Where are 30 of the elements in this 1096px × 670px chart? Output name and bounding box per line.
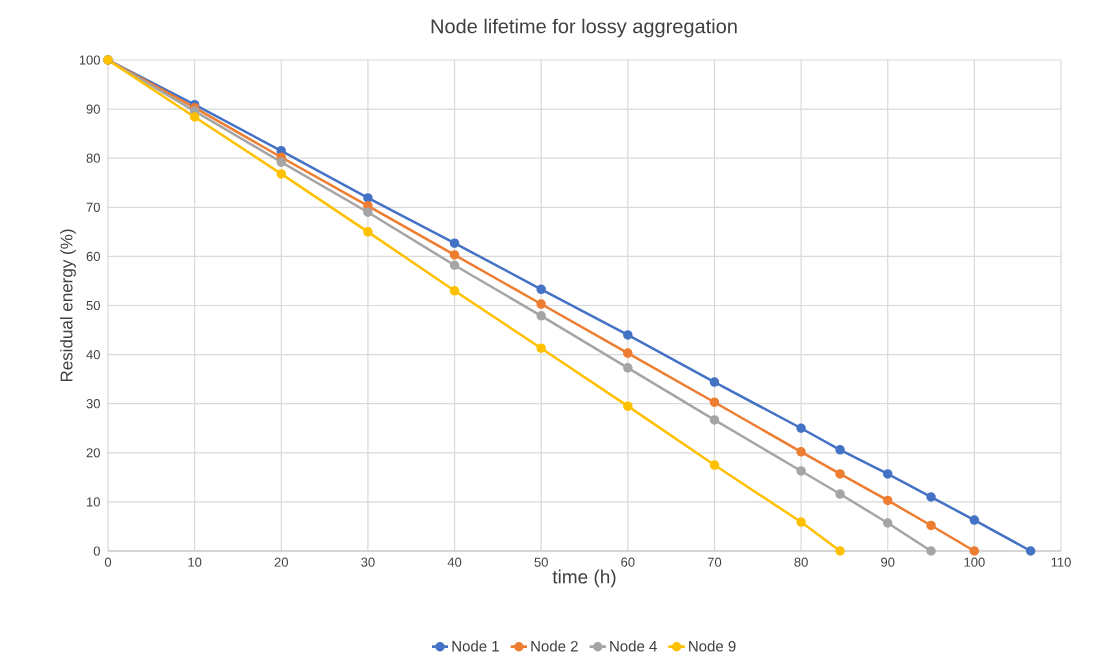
legend-label: Node 1 bbox=[452, 640, 499, 652]
y-tick-label: 10 bbox=[87, 497, 100, 507]
y-tick-label: 70 bbox=[86, 202, 100, 212]
y-tick-label: 50 bbox=[86, 300, 100, 311]
y-tick-label: 60 bbox=[86, 251, 100, 261]
x-tick-label: 80 bbox=[794, 557, 808, 567]
x-tick-label: 20 bbox=[274, 557, 288, 567]
legend-label: Node 9 bbox=[689, 640, 736, 652]
x-tick-label: 90 bbox=[881, 557, 895, 567]
y-tick-label: 40 bbox=[86, 349, 100, 360]
y-tick-label: 0 bbox=[93, 546, 100, 556]
x-tick-label: 40 bbox=[447, 557, 462, 567]
y-tick-label: 20 bbox=[86, 448, 100, 458]
x-tick-label: 100 bbox=[964, 557, 985, 567]
legend-label: Node 2 bbox=[531, 640, 578, 652]
x-tick-label: 30 bbox=[361, 557, 375, 567]
x-tick-label: 70 bbox=[707, 557, 722, 567]
y-tick-label: 90 bbox=[86, 104, 100, 114]
y-axis-title: Residual energy (%) bbox=[60, 229, 76, 382]
x-tick-label: 50 bbox=[534, 557, 548, 567]
x-tick-label: 60 bbox=[621, 557, 635, 567]
x-axis-title: time (h) bbox=[552, 569, 616, 588]
x-tick-label: 0 bbox=[104, 557, 112, 567]
x-tick-label: 10 bbox=[188, 557, 202, 567]
x-tick-label: 110 bbox=[1051, 557, 1071, 567]
y-tick-label: 80 bbox=[86, 153, 100, 163]
legend-label: Node 4 bbox=[610, 640, 657, 652]
y-tick-label: 30 bbox=[86, 399, 100, 409]
chart-title: Node lifetime for lossy aggregation bbox=[431, 18, 737, 38]
y-tick-label: 100 bbox=[79, 55, 100, 65]
